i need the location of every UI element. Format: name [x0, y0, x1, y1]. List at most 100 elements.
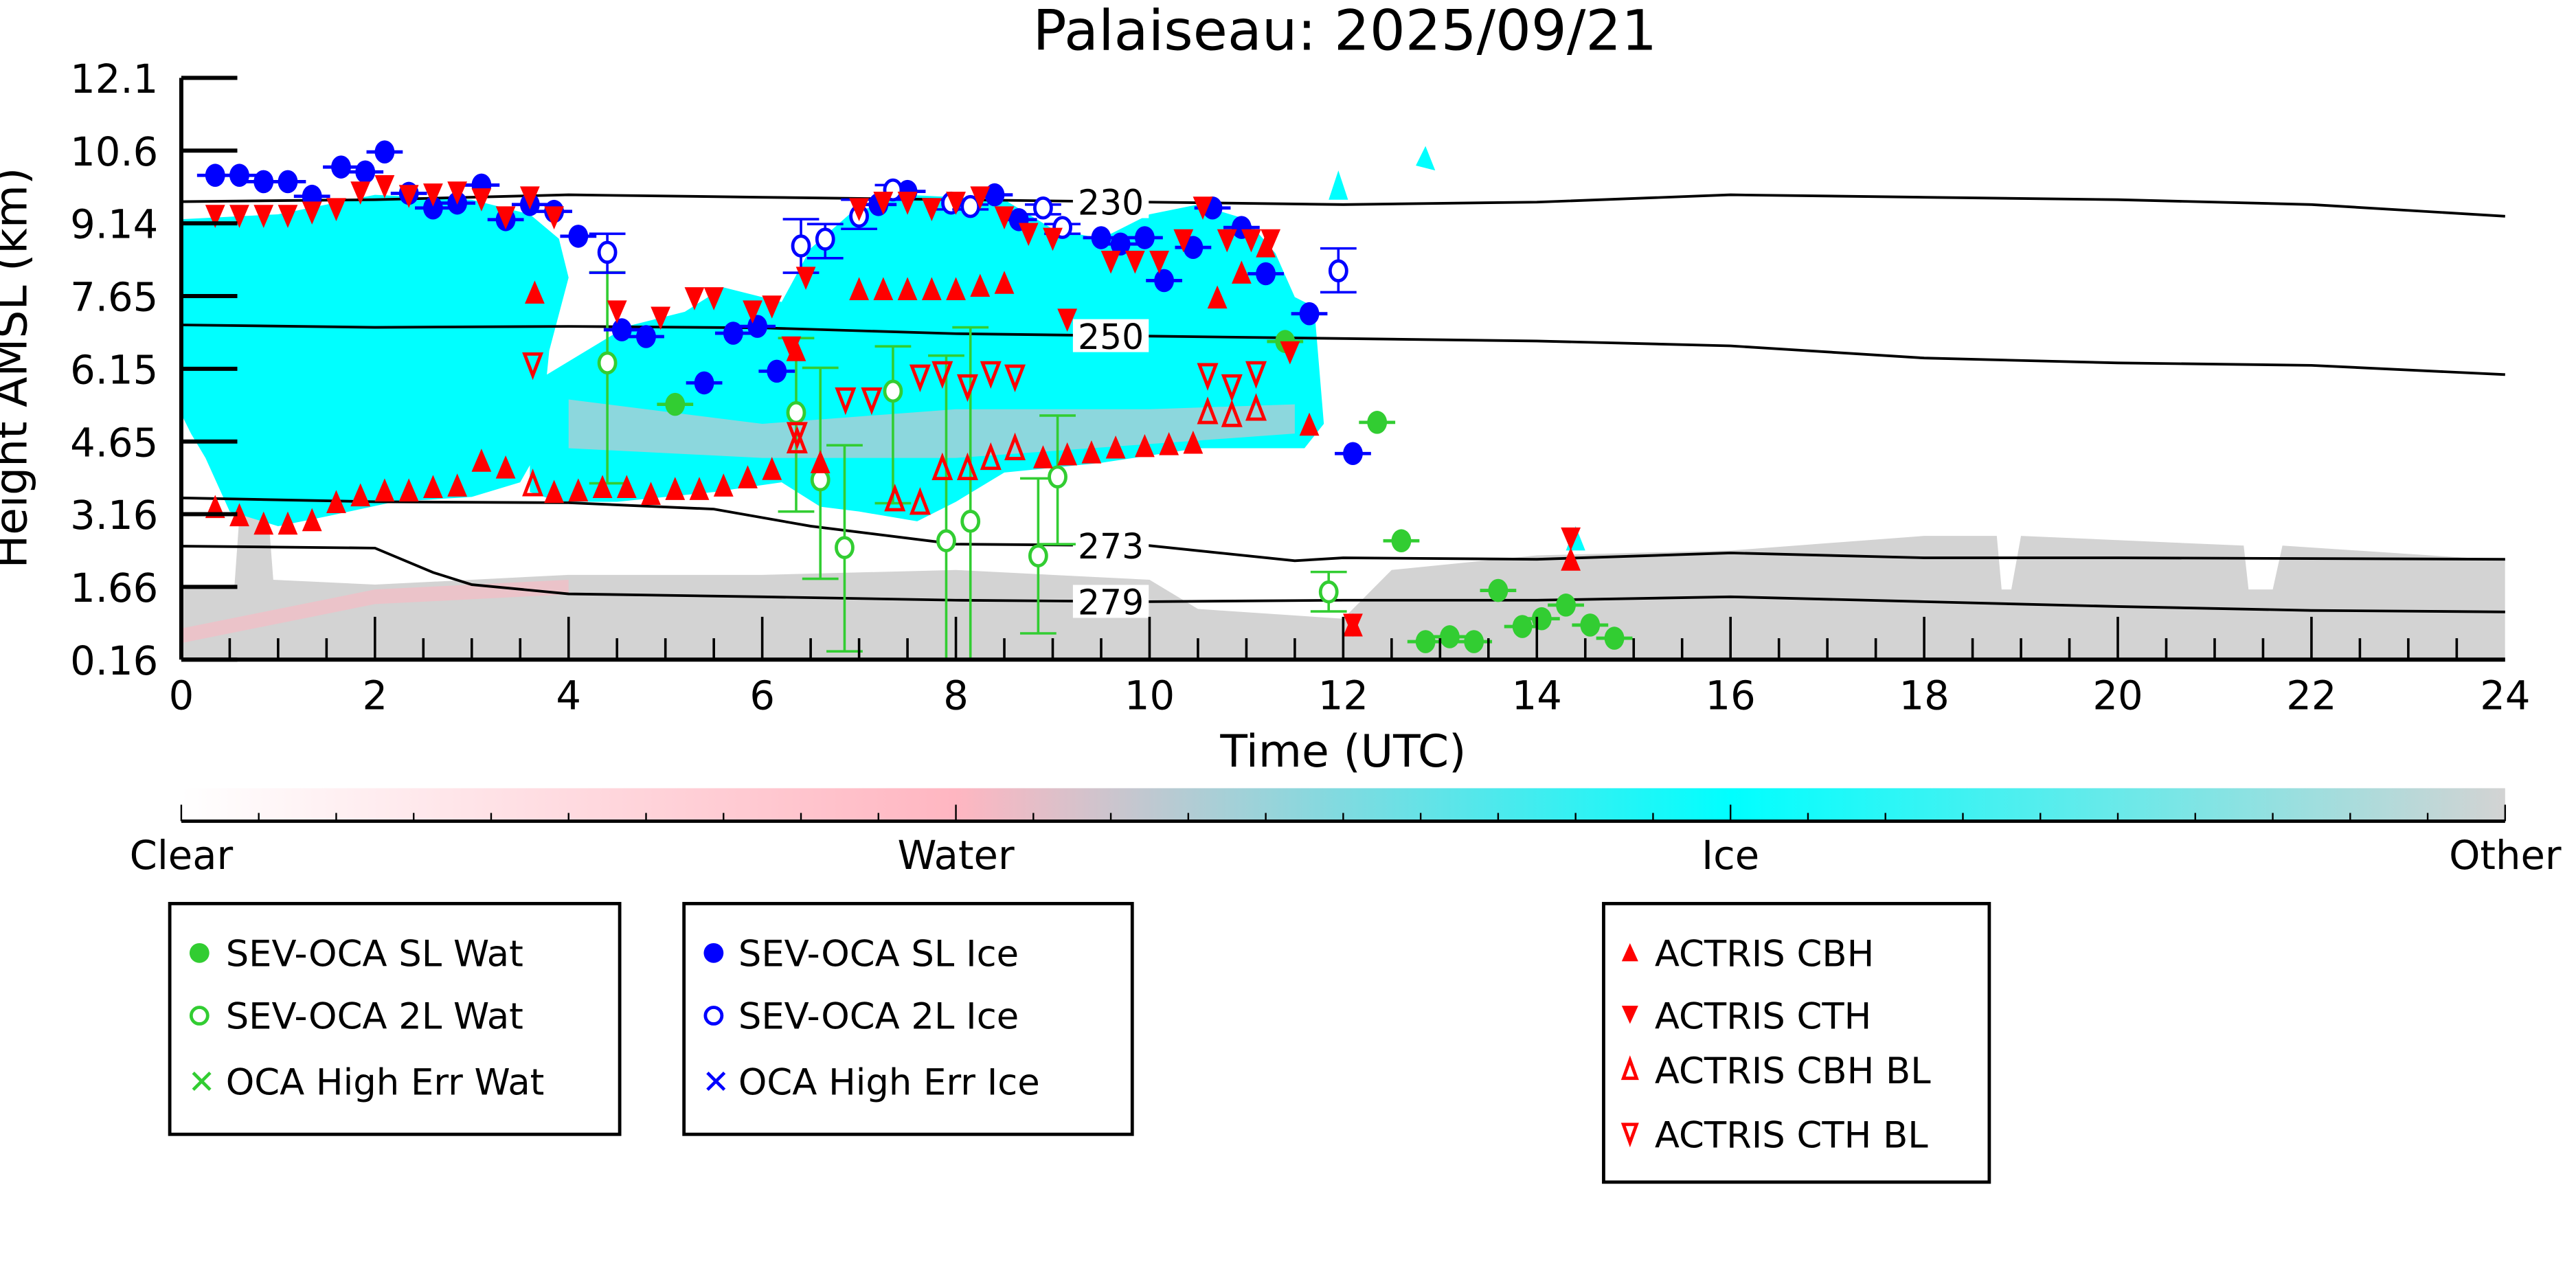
- marker-actris-cbh-bl: [1245, 393, 1267, 421]
- y-tick-label: 12.1: [70, 56, 158, 102]
- marker-actris-cbh: [994, 271, 1015, 294]
- x-tick-label: 22: [2286, 673, 2336, 719]
- marker-actris-cbh: [1561, 547, 1581, 571]
- contour-label: 279: [1078, 583, 1144, 623]
- marker-actris-cbh-bl: [1221, 399, 1243, 427]
- marker-actris-cbh: [253, 511, 274, 535]
- marker-actris-cbh: [970, 273, 991, 297]
- colorbar-label: Ice: [1702, 833, 1759, 879]
- marker-sev-oca-sl-ice: [1343, 442, 1363, 466]
- y-tick-label: 6.15: [70, 347, 158, 393]
- marker-actris-cbh: [1231, 260, 1252, 284]
- marker-sev-oca-sl-ice: [1183, 236, 1204, 260]
- marker-actris-cth: [423, 183, 443, 207]
- marker-actris-cth: [1217, 229, 1237, 253]
- marker-sev-oca-sl-ice: [1256, 262, 1276, 286]
- contour-label-bg: [1072, 585, 1149, 618]
- marker-sev-oca-sl-ice: [723, 321, 743, 345]
- legend-label: SEV-OCA 2L Ice: [738, 996, 1019, 1038]
- y-tick-label: 7.65: [70, 275, 158, 321]
- x-tick-label: 0: [169, 673, 194, 719]
- x-tick-label: 10: [1125, 673, 1175, 719]
- marker-sev-oca-sl-ice: [767, 359, 787, 383]
- legend-marker-cth-bl: [1620, 1122, 1639, 1148]
- marker-sev-oca-sl-ice: [611, 318, 632, 341]
- marker-sev-oca-sl-ice: [636, 325, 656, 348]
- legend-label: SEV-OCA 2L Wat: [226, 996, 523, 1038]
- contour-line-273: [181, 496, 2505, 563]
- marker-actris-cth: [326, 198, 346, 221]
- marker-actris-cth: [684, 287, 705, 310]
- legend-label: ACTRIS CTH: [1655, 996, 1872, 1038]
- x-tick-label: 8: [943, 673, 969, 719]
- marker-actris-cth: [781, 336, 802, 360]
- marker-actris-cbh: [897, 277, 918, 301]
- marker-sev-oca-sl-ice: [278, 170, 298, 194]
- x-tick-label: 4: [556, 673, 581, 719]
- marker-actris-cth-bl: [1197, 363, 1219, 391]
- marker-sev-oca-2l-ice: [960, 194, 981, 218]
- legend-ice: SEV-OCA SL Ice SEV-OCA 2L Ice ✕ OCA High…: [682, 901, 1134, 1136]
- marker-actris-cbh: [1057, 442, 1078, 466]
- y-tick-label: 3.16: [70, 493, 158, 539]
- marker-actris-cbh: [1105, 435, 1126, 459]
- marker-actris-cbh-bl: [786, 425, 808, 454]
- marker-actris-cth: [374, 175, 395, 199]
- marker-actris-cth: [1343, 613, 1363, 637]
- legend-label: SEV-OCA SL Ice: [738, 934, 1019, 975]
- x-tick-label: 2: [363, 673, 388, 719]
- marker-actris-cth: [519, 186, 540, 210]
- marker-sev-oca-sl-ice: [694, 371, 714, 395]
- y-tick-label: 10.6: [70, 129, 158, 175]
- marker-actris-cth: [1018, 223, 1039, 247]
- marker-sev-oca-2l-wat: [835, 536, 855, 559]
- marker-actris-cth: [1280, 341, 1300, 365]
- marker-actris-cbh: [1033, 445, 1053, 468]
- marker-sev-oca-sl-ice: [1135, 226, 1155, 249]
- chart-title: Palaiseau: 2025/09/21: [1032, 0, 1657, 64]
- marker-sev-oca-sl-wat: [665, 392, 686, 416]
- marker-actris-cbh-bl: [522, 468, 544, 497]
- contour-label: 250: [1078, 317, 1144, 357]
- colorbar-label: Water: [897, 833, 1015, 879]
- cloud-mask-layer: [181, 146, 2505, 660]
- marker-sev-oca-sl-ice: [205, 163, 225, 188]
- contour-line-250: [181, 324, 2505, 376]
- x-tick-label: 20: [2092, 673, 2143, 719]
- marker-actris-cth-bl: [956, 374, 978, 403]
- marker-actris-cth-bl: [861, 387, 883, 416]
- temperature-contours: 230 250 273 279: [181, 183, 2505, 623]
- y-tick-label: 9.14: [70, 202, 158, 248]
- marker-actris-cbh: [568, 478, 589, 501]
- marker-actris-cbh: [374, 478, 395, 501]
- contour-label: 273: [1078, 526, 1144, 567]
- y-tick-label: 1.66: [70, 565, 158, 611]
- marker-actris-cbh: [1081, 440, 1102, 464]
- marker-actris-cbh-bl: [884, 484, 906, 512]
- marker-actris-cth: [302, 201, 322, 225]
- x-tick-label: 18: [1899, 673, 1949, 719]
- marker-actris-cbh: [849, 277, 869, 301]
- marker-actris-cth: [921, 198, 942, 221]
- contour-line-279: [181, 545, 2505, 613]
- data-markers: [196, 140, 1633, 660]
- legend-actris: ACTRIS CBH ACTRIS CTH ACTRIS CBH BL ACTR…: [1602, 901, 1991, 1184]
- marker-actris-cth: [471, 188, 492, 212]
- marker-actris-cbh: [229, 503, 249, 527]
- legend-label: ACTRIS CTH BL: [1655, 1114, 1928, 1156]
- marker-actris-cbh: [713, 473, 734, 497]
- marker-actris-cth: [1125, 250, 1145, 274]
- marker-sev-oca-2l-wat: [936, 529, 956, 553]
- marker-sev-oca-sl-ice: [374, 140, 395, 163]
- legend-label: ACTRIS CBH BL: [1655, 1050, 1931, 1092]
- cloud-mask-ice-region: [1416, 146, 1436, 171]
- marker-sev-oca-2l-ice: [1328, 259, 1348, 283]
- marker-actris-cth: [447, 181, 468, 205]
- marker-actris-cbh: [946, 277, 966, 301]
- marker-sev-oca-sl-ice: [1091, 226, 1111, 249]
- legend-marker-sl-wat: [189, 942, 210, 963]
- marker-sev-oca-2l-ice: [815, 227, 835, 251]
- contour-label-bg: [1072, 319, 1149, 352]
- marker-sev-oca-sl-wat: [1415, 630, 1436, 653]
